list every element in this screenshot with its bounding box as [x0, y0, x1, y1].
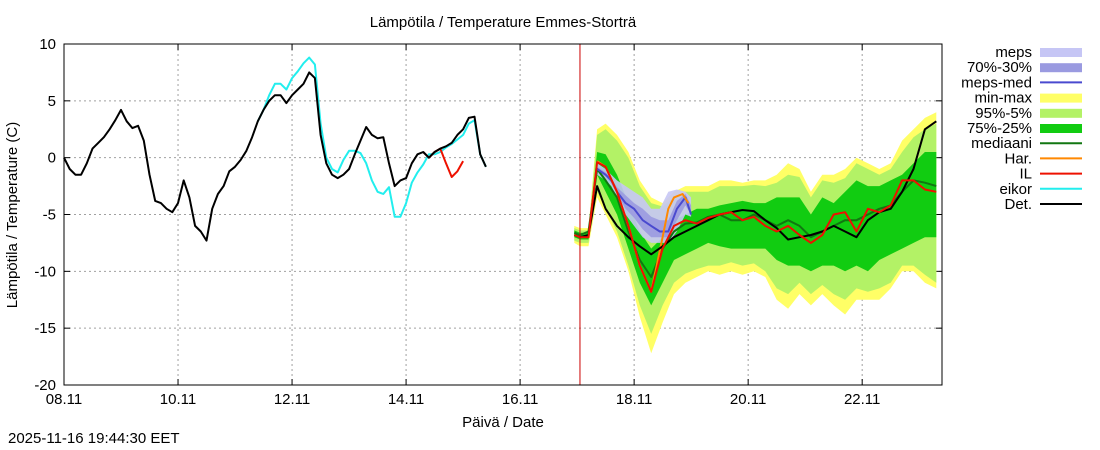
legend-label: meps-med [961, 74, 1032, 91]
y-tick-label: 5 [48, 93, 56, 110]
legend-label: 75%-25% [967, 120, 1032, 137]
legend-swatch [1040, 124, 1082, 133]
y-tick-label: -5 [43, 207, 56, 224]
y-axis-label: Lämpötila / Temperature (C) [4, 122, 21, 308]
legend-swatch [1040, 63, 1082, 73]
legend-label: mediaani [971, 135, 1032, 152]
chart-title: Lämpötila / Temperature Emmes-Storträ [370, 14, 637, 31]
x-tick-label: 22.11 [844, 391, 880, 408]
legend-label: min-max [974, 90, 1032, 107]
band-75-25 [574, 152, 937, 306]
legend-swatch [1040, 93, 1082, 103]
y-tick-label: -15 [34, 320, 56, 337]
line-det-forecast [573, 120, 937, 256]
legend-swatch [1040, 48, 1082, 57]
legend-label: Har. [1004, 150, 1032, 167]
x-tick-label: 16.11 [502, 391, 538, 408]
x-tick-label: 12.11 [274, 391, 310, 408]
y-tick-label: -20 [34, 377, 56, 394]
legend-label: 95%-5% [975, 105, 1032, 122]
x-tick-label: 14.11 [388, 391, 424, 408]
line-il-forecast [573, 161, 937, 293]
legend-swatch [1040, 108, 1082, 118]
y-tick-label: 0 [48, 150, 56, 167]
x-tick-label: 10.11 [160, 391, 196, 408]
legend-label: 70%-30% [967, 59, 1032, 76]
plot-border [63, 43, 943, 386]
legend-label: IL [1019, 166, 1032, 183]
legend-label: eikor [999, 181, 1032, 198]
x-axis-label: Päivä / Date [462, 414, 544, 431]
timestamp: 2025-11-16 19:44:30 EET [8, 430, 180, 447]
line-mediaani [573, 168, 937, 278]
legend-label: meps [995, 44, 1032, 61]
y-tick-label: -10 [34, 263, 56, 280]
y-tick-label: 10 [39, 36, 56, 53]
band-meps-70-30 [597, 166, 692, 238]
x-tick-label: 18.11 [616, 391, 652, 408]
x-tick-label: 08.11 [46, 391, 82, 408]
line-observed-det [63, 71, 487, 242]
x-tick-label: 20.11 [730, 391, 766, 408]
legend-label: Det. [1004, 196, 1032, 213]
